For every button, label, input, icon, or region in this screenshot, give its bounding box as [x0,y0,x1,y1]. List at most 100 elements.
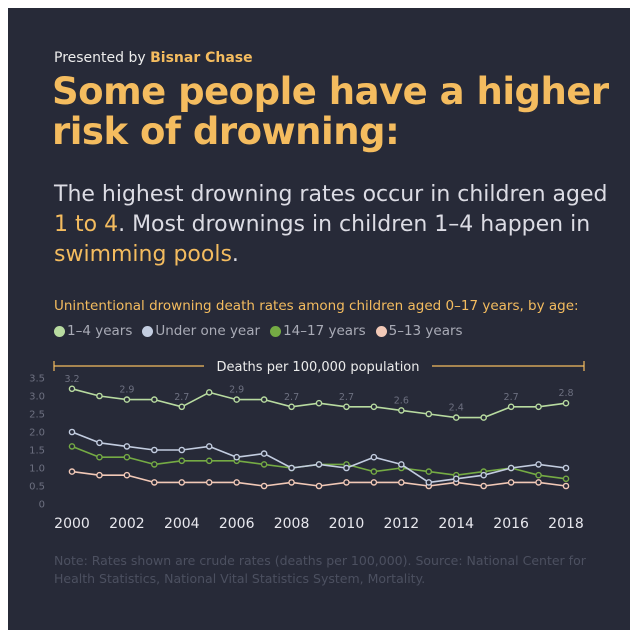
series-point [507,403,515,411]
series-point [178,446,186,454]
x-tick-label: 2016 [493,516,529,532]
series-point [535,461,542,468]
presented-prefix: Presented by [54,50,146,66]
y-tick-label: 1.5 [29,446,45,457]
line-chart: Deaths per 100,000 population 0 0.5 1.0 1.5… [29,360,585,532]
series-point [151,396,158,403]
series-point [96,471,103,479]
data-labels: 3.2 2.9 2.7 2.9 2.7 2.7 2.6 2.4 2.7 2.8 [64,374,573,414]
series-point [178,403,186,411]
series-point [151,446,158,454]
series-point [480,414,487,421]
data-label: 2.9 [119,385,134,396]
series-point [151,479,158,486]
data-label: 2.7 [504,392,519,403]
legend-label-under-one: Under one year [155,323,261,339]
legend-label-5-13: 5–13 years [388,323,463,339]
legend-dot-14-17 [270,325,282,337]
legend-item-14-17: 14–17 years [270,323,366,339]
y-axis-title: Deaths per 100,000 population [216,360,419,375]
data-label: 2.6 [394,395,409,406]
series-point [343,403,350,411]
data-label: 2.7 [174,392,189,403]
series-point [123,443,131,450]
y-axis-title-group: Deaths per 100,000 population [53,360,585,375]
series-point [507,479,515,486]
y-tick-label: 2.0 [29,428,45,439]
series-point [398,461,405,468]
series-point [123,471,131,479]
y-tick-label: 2.5 [29,410,45,421]
series-point [562,475,570,483]
chart-legend: 1–4 years Under one year 14–17 years 5–1… [54,321,473,341]
series-point [315,482,323,490]
series-point [260,450,268,457]
legend-dot-5-13 [375,325,387,337]
series-point [288,403,295,411]
x-tick-label: 2012 [384,516,420,532]
y-tick-label: 3.5 [29,374,45,385]
series-point [480,471,487,479]
x-tick-label: 2004 [164,516,200,532]
source-note: Note: Rates shown are crude rates (death… [54,553,586,586]
series-point [370,453,378,461]
series-point [205,443,213,450]
presented-by: Presented by Bisnar Chase [54,50,253,66]
legend-label-1-4: 1–4 years [67,323,133,339]
headline: Some people have a higher risk of drowni… [52,70,609,153]
brand-name[interactable]: Bisnar Chase [150,50,253,66]
series-point [260,482,268,490]
data-label: 2.9 [229,385,244,396]
series-point [370,468,378,475]
series-point [68,468,76,475]
series-point [178,457,186,465]
series-point [68,428,76,436]
series-point [233,396,240,403]
series-point [288,479,295,486]
series-point [68,385,76,393]
series-point [480,482,487,490]
series-point [233,453,240,461]
legend-dot-under-one [142,325,154,337]
infographic-card: Presented by Bisnar Chase Some people ha… [8,8,630,630]
legend-label-14-17: 14–17 years [283,323,366,339]
y-tick-label: 0 [39,500,45,511]
series-point [205,457,213,465]
legend-item-under-one: Under one year [142,323,260,339]
x-tick-label: 2010 [329,516,365,532]
x-tick-label: 2018 [548,516,584,532]
lead-text-3: . [231,242,239,267]
series-point [535,403,542,411]
series-line [71,431,567,484]
series-point [370,403,378,411]
series-point [562,464,570,472]
series-point [343,464,350,472]
data-label: 2.8 [558,388,573,399]
series-point [370,479,378,486]
legend-item-5-13: 5–13 years [375,323,463,339]
series-point [178,479,186,486]
series-point [96,439,103,447]
x-ticks: 2000 2002 2004 2006 2008 2010 2012 2014 2016 2018 [54,516,584,532]
series-point [425,410,433,418]
legend-dot-1-4 [54,325,65,337]
y-ticks: 0 0.5 1.0 1.5 2.0 2.5 3.0 3.5 [29,374,45,511]
lead-highlight-pools: swimming pools [54,242,232,267]
lead-paragraph: The highest drowning rates occur in chil… [54,180,614,270]
x-tick-label: 2008 [274,516,310,532]
series-point [205,389,213,396]
x-tick-label: 2000 [54,516,90,532]
series-point [535,479,542,486]
series-point [205,479,213,486]
series-point [535,471,542,479]
y-tick-label: 3.0 [29,392,45,403]
lead-highlight-age: 1 to 4 [54,212,119,237]
x-tick-label: 2006 [219,516,255,532]
series-point [398,479,405,486]
lead-text-1: The highest drowning rates occur in chil… [54,182,608,207]
x-tick-label: 2002 [109,516,145,532]
series-point [96,453,103,461]
series-point [562,399,570,407]
series-point [123,453,131,461]
series-point [68,443,76,450]
